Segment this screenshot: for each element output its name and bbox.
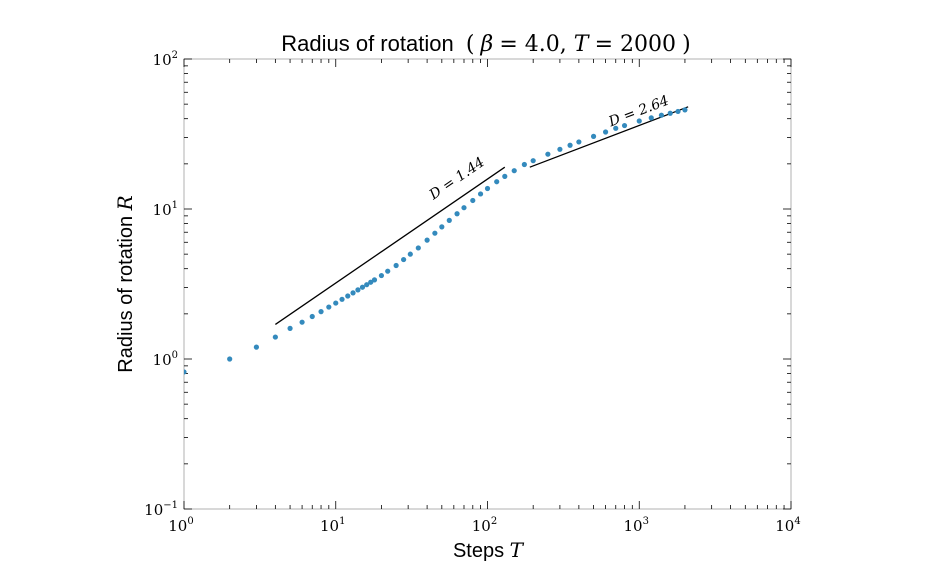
data-point bbox=[253, 344, 260, 350]
data-point bbox=[682, 107, 688, 113]
y-tick-label: 101 bbox=[153, 200, 178, 219]
data-point bbox=[613, 125, 619, 131]
data-point bbox=[227, 356, 233, 362]
fit-line-label: D = 2.64 bbox=[606, 93, 672, 131]
data-point bbox=[477, 191, 484, 197]
data-point bbox=[272, 334, 278, 340]
data-point bbox=[287, 325, 293, 331]
data-point bbox=[648, 115, 654, 121]
data-point bbox=[439, 224, 445, 230]
data-point bbox=[461, 205, 467, 211]
chart-title-text: Radius of rotation bbox=[281, 31, 453, 56]
axis-ticks bbox=[183, 58, 792, 510]
data-point bbox=[378, 272, 385, 279]
x-tick-label: 102 bbox=[472, 516, 497, 535]
chart-title-t-value: = 2000 bbox=[595, 32, 676, 57]
data-point bbox=[484, 185, 491, 192]
data-point bbox=[621, 122, 628, 129]
x-axis-label: Steps T bbox=[453, 538, 525, 562]
data-point bbox=[675, 108, 681, 115]
x-tick-label: 101 bbox=[320, 516, 345, 535]
y-axis-label-symbol: R bbox=[113, 195, 137, 211]
data-point bbox=[345, 293, 351, 299]
data-point bbox=[350, 290, 356, 296]
data-point bbox=[326, 304, 332, 310]
fit-line bbox=[274, 166, 506, 325]
data-point bbox=[415, 245, 421, 251]
data-point bbox=[299, 319, 305, 325]
chart-title-beta-value: = 4.0, bbox=[499, 32, 573, 57]
data-point bbox=[602, 129, 609, 135]
y-axis-label: Radius of rotation R bbox=[113, 195, 137, 372]
data-point bbox=[318, 309, 324, 315]
x-tick-label: 100 bbox=[168, 516, 193, 535]
chart-title-beta: β bbox=[480, 32, 494, 57]
data-point bbox=[530, 158, 536, 164]
data-point bbox=[557, 146, 563, 152]
data-point bbox=[309, 313, 315, 320]
data-point bbox=[454, 211, 460, 217]
x-axis-label-symbol: T bbox=[510, 538, 525, 562]
x-tick-label: 104 bbox=[775, 516, 800, 535]
data-point bbox=[636, 118, 642, 124]
plot-frame bbox=[183, 58, 792, 510]
data-point bbox=[355, 287, 361, 293]
data-point bbox=[424, 237, 430, 243]
data-point bbox=[470, 197, 476, 204]
fit-lines: D = 1.44 D = 2.64 bbox=[274, 93, 689, 325]
data-point bbox=[407, 251, 413, 257]
data-point bbox=[502, 173, 508, 179]
data-point bbox=[401, 256, 407, 263]
fit-line-label: D = 1.44 bbox=[426, 154, 488, 203]
chart-title-paren-close: ) bbox=[682, 32, 691, 57]
y-tick-label: 100 bbox=[153, 350, 178, 369]
data-point bbox=[658, 112, 665, 118]
data-point bbox=[590, 133, 597, 139]
data-point bbox=[446, 217, 452, 223]
data-point bbox=[359, 284, 366, 290]
data-point bbox=[393, 262, 399, 269]
data-point bbox=[432, 230, 438, 236]
data-point bbox=[368, 279, 374, 285]
data-point bbox=[545, 151, 551, 157]
data-point bbox=[364, 282, 370, 288]
x-axis-label-text: Steps bbox=[453, 540, 510, 562]
chart-title-t: T bbox=[574, 32, 591, 57]
y-tick-label: 10−1 bbox=[144, 500, 178, 519]
data-point bbox=[521, 161, 527, 168]
data-point bbox=[339, 296, 345, 302]
data-point bbox=[511, 168, 517, 174]
chart-title: Radius of rotation ( β = 4.0, T = 2000 ) bbox=[281, 31, 690, 57]
data-point bbox=[567, 142, 573, 148]
y-tick-label: 102 bbox=[153, 50, 178, 69]
data-point bbox=[371, 277, 378, 283]
data-points bbox=[184, 107, 688, 375]
x-tick-label: 103 bbox=[624, 516, 649, 535]
y-axis-label-text: Radius of rotation bbox=[115, 210, 137, 372]
data-point bbox=[576, 139, 582, 145]
data-point bbox=[494, 179, 500, 185]
data-point bbox=[385, 268, 391, 274]
data-point bbox=[333, 300, 339, 306]
data-point bbox=[184, 369, 187, 375]
chart-title-paren-open: ( bbox=[466, 32, 475, 57]
data-point bbox=[667, 110, 673, 116]
